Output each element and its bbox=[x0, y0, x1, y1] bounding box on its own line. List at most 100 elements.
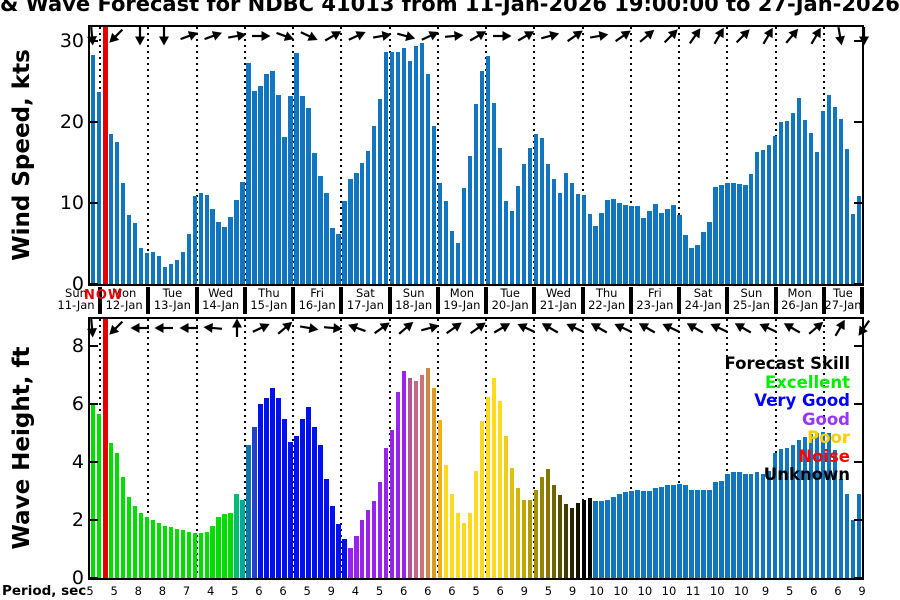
wave-bar bbox=[575, 502, 580, 578]
wind-direction-arrow-icon bbox=[153, 25, 175, 47]
wave-bar bbox=[234, 493, 239, 578]
wind-bar bbox=[90, 54, 96, 284]
day-date: 20-Jan bbox=[491, 298, 529, 312]
wind-bar bbox=[719, 185, 724, 284]
period-value: 9 bbox=[568, 584, 577, 598]
wind-bar bbox=[659, 212, 664, 284]
period-value: 5 bbox=[472, 584, 480, 598]
day-weekday: Mon bbox=[787, 286, 812, 300]
wave-bar bbox=[527, 499, 533, 578]
wave-bar bbox=[539, 476, 545, 578]
period-value: 5 bbox=[110, 584, 118, 598]
wave-bar bbox=[312, 427, 317, 578]
wave-bar bbox=[832, 450, 838, 578]
period-value: 5 bbox=[86, 584, 94, 598]
day-date: 15-Jan bbox=[250, 298, 288, 312]
wind-direction-arrow-icon bbox=[491, 25, 513, 47]
wind-bar bbox=[539, 138, 545, 284]
wave-day-gridline bbox=[340, 319, 343, 577]
wind-ytick bbox=[854, 40, 862, 42]
wave-ytick bbox=[90, 461, 98, 463]
wave-bar bbox=[725, 473, 730, 578]
period-value: 6 bbox=[399, 584, 408, 598]
wind-ytick-label: 10 bbox=[59, 192, 84, 214]
wave-direction-arrow-icon bbox=[632, 313, 662, 343]
wave-day-gridline bbox=[436, 319, 439, 577]
day-label: Wed 14-Jan bbox=[202, 287, 239, 311]
wave-bar bbox=[354, 535, 359, 578]
wave-bar bbox=[737, 472, 742, 578]
wave-bar bbox=[396, 392, 401, 578]
wind-bar bbox=[252, 91, 257, 284]
wind-bar bbox=[593, 226, 598, 284]
wave-bar bbox=[431, 388, 437, 578]
wave-bar bbox=[180, 530, 185, 578]
wind-bar bbox=[796, 97, 802, 284]
period-value: 10 bbox=[589, 584, 604, 598]
day-separator bbox=[821, 287, 826, 314]
period-value: 10 bbox=[613, 584, 629, 598]
day-label: Tue 27-Jan bbox=[824, 287, 861, 311]
wave-direction-arrow-icon bbox=[80, 316, 104, 340]
wave-direction-arrow-icon bbox=[656, 313, 685, 342]
wave-bar bbox=[168, 527, 173, 578]
wave-direction-arrow-icon bbox=[535, 313, 565, 343]
wave-bar bbox=[838, 479, 844, 578]
wave-bar bbox=[773, 453, 778, 578]
wave-bar bbox=[246, 444, 251, 578]
wave-bar bbox=[641, 491, 646, 578]
day-separator bbox=[98, 287, 103, 314]
wind-bar bbox=[120, 182, 126, 284]
period-value: 6 bbox=[810, 584, 818, 598]
wave-bar bbox=[162, 525, 167, 578]
wind-direction-arrow-icon bbox=[537, 23, 564, 50]
wind-bar bbox=[138, 247, 144, 284]
wind-day-gridline bbox=[678, 27, 681, 283]
wind-direction-arrow-icon bbox=[250, 25, 272, 47]
wave-bar bbox=[629, 491, 634, 578]
legend-entry-noise: Noise bbox=[798, 446, 850, 466]
wave-bar bbox=[186, 531, 191, 578]
period-value: 8 bbox=[158, 584, 167, 598]
day-label: Wed 21-Jan bbox=[540, 287, 577, 311]
day-weekday: Thu bbox=[258, 286, 280, 300]
wind-ytick bbox=[854, 121, 862, 123]
wind-bar bbox=[527, 147, 533, 284]
wave-bar bbox=[449, 493, 455, 578]
wind-bar bbox=[599, 212, 604, 284]
wind-bar bbox=[503, 201, 509, 284]
wave-bar bbox=[719, 480, 724, 578]
wind-bar bbox=[689, 247, 694, 284]
day-separator bbox=[435, 287, 440, 314]
day-date: 16-Jan bbox=[298, 298, 336, 312]
period-value: 9 bbox=[327, 584, 335, 598]
wind-bar bbox=[850, 214, 856, 284]
wind-bar bbox=[641, 217, 646, 284]
wind-bar bbox=[318, 176, 323, 284]
wind-bar bbox=[755, 151, 760, 284]
wave-bar bbox=[240, 499, 245, 578]
wave-bar bbox=[659, 486, 664, 578]
wind-bar bbox=[342, 201, 347, 284]
wave-bar bbox=[114, 453, 120, 578]
period-value: 4 bbox=[351, 584, 360, 598]
wind-ytick bbox=[90, 202, 98, 204]
wave-bar bbox=[479, 421, 485, 578]
wave-bar bbox=[635, 489, 640, 578]
wave-bar bbox=[425, 367, 431, 578]
day-label: Mon 19-Jan bbox=[443, 287, 480, 311]
wave-direction-arrow-icon bbox=[178, 317, 200, 339]
day-date: 12-Jan bbox=[105, 298, 143, 312]
wind-bar bbox=[790, 113, 796, 284]
wind-direction-arrow-icon bbox=[199, 22, 227, 50]
wave-direction-arrow-icon bbox=[560, 313, 589, 342]
wind-day-gridline bbox=[388, 27, 391, 283]
wind-direction-arrow-icon bbox=[680, 21, 711, 52]
wind-bar bbox=[210, 209, 215, 284]
day-date: 13-Jan bbox=[153, 298, 191, 312]
wave-direction-arrow-icon bbox=[246, 313, 275, 342]
day-separator bbox=[725, 287, 730, 314]
wind-bar bbox=[294, 53, 299, 284]
wind-bar bbox=[431, 126, 437, 284]
day-separator bbox=[677, 287, 682, 314]
